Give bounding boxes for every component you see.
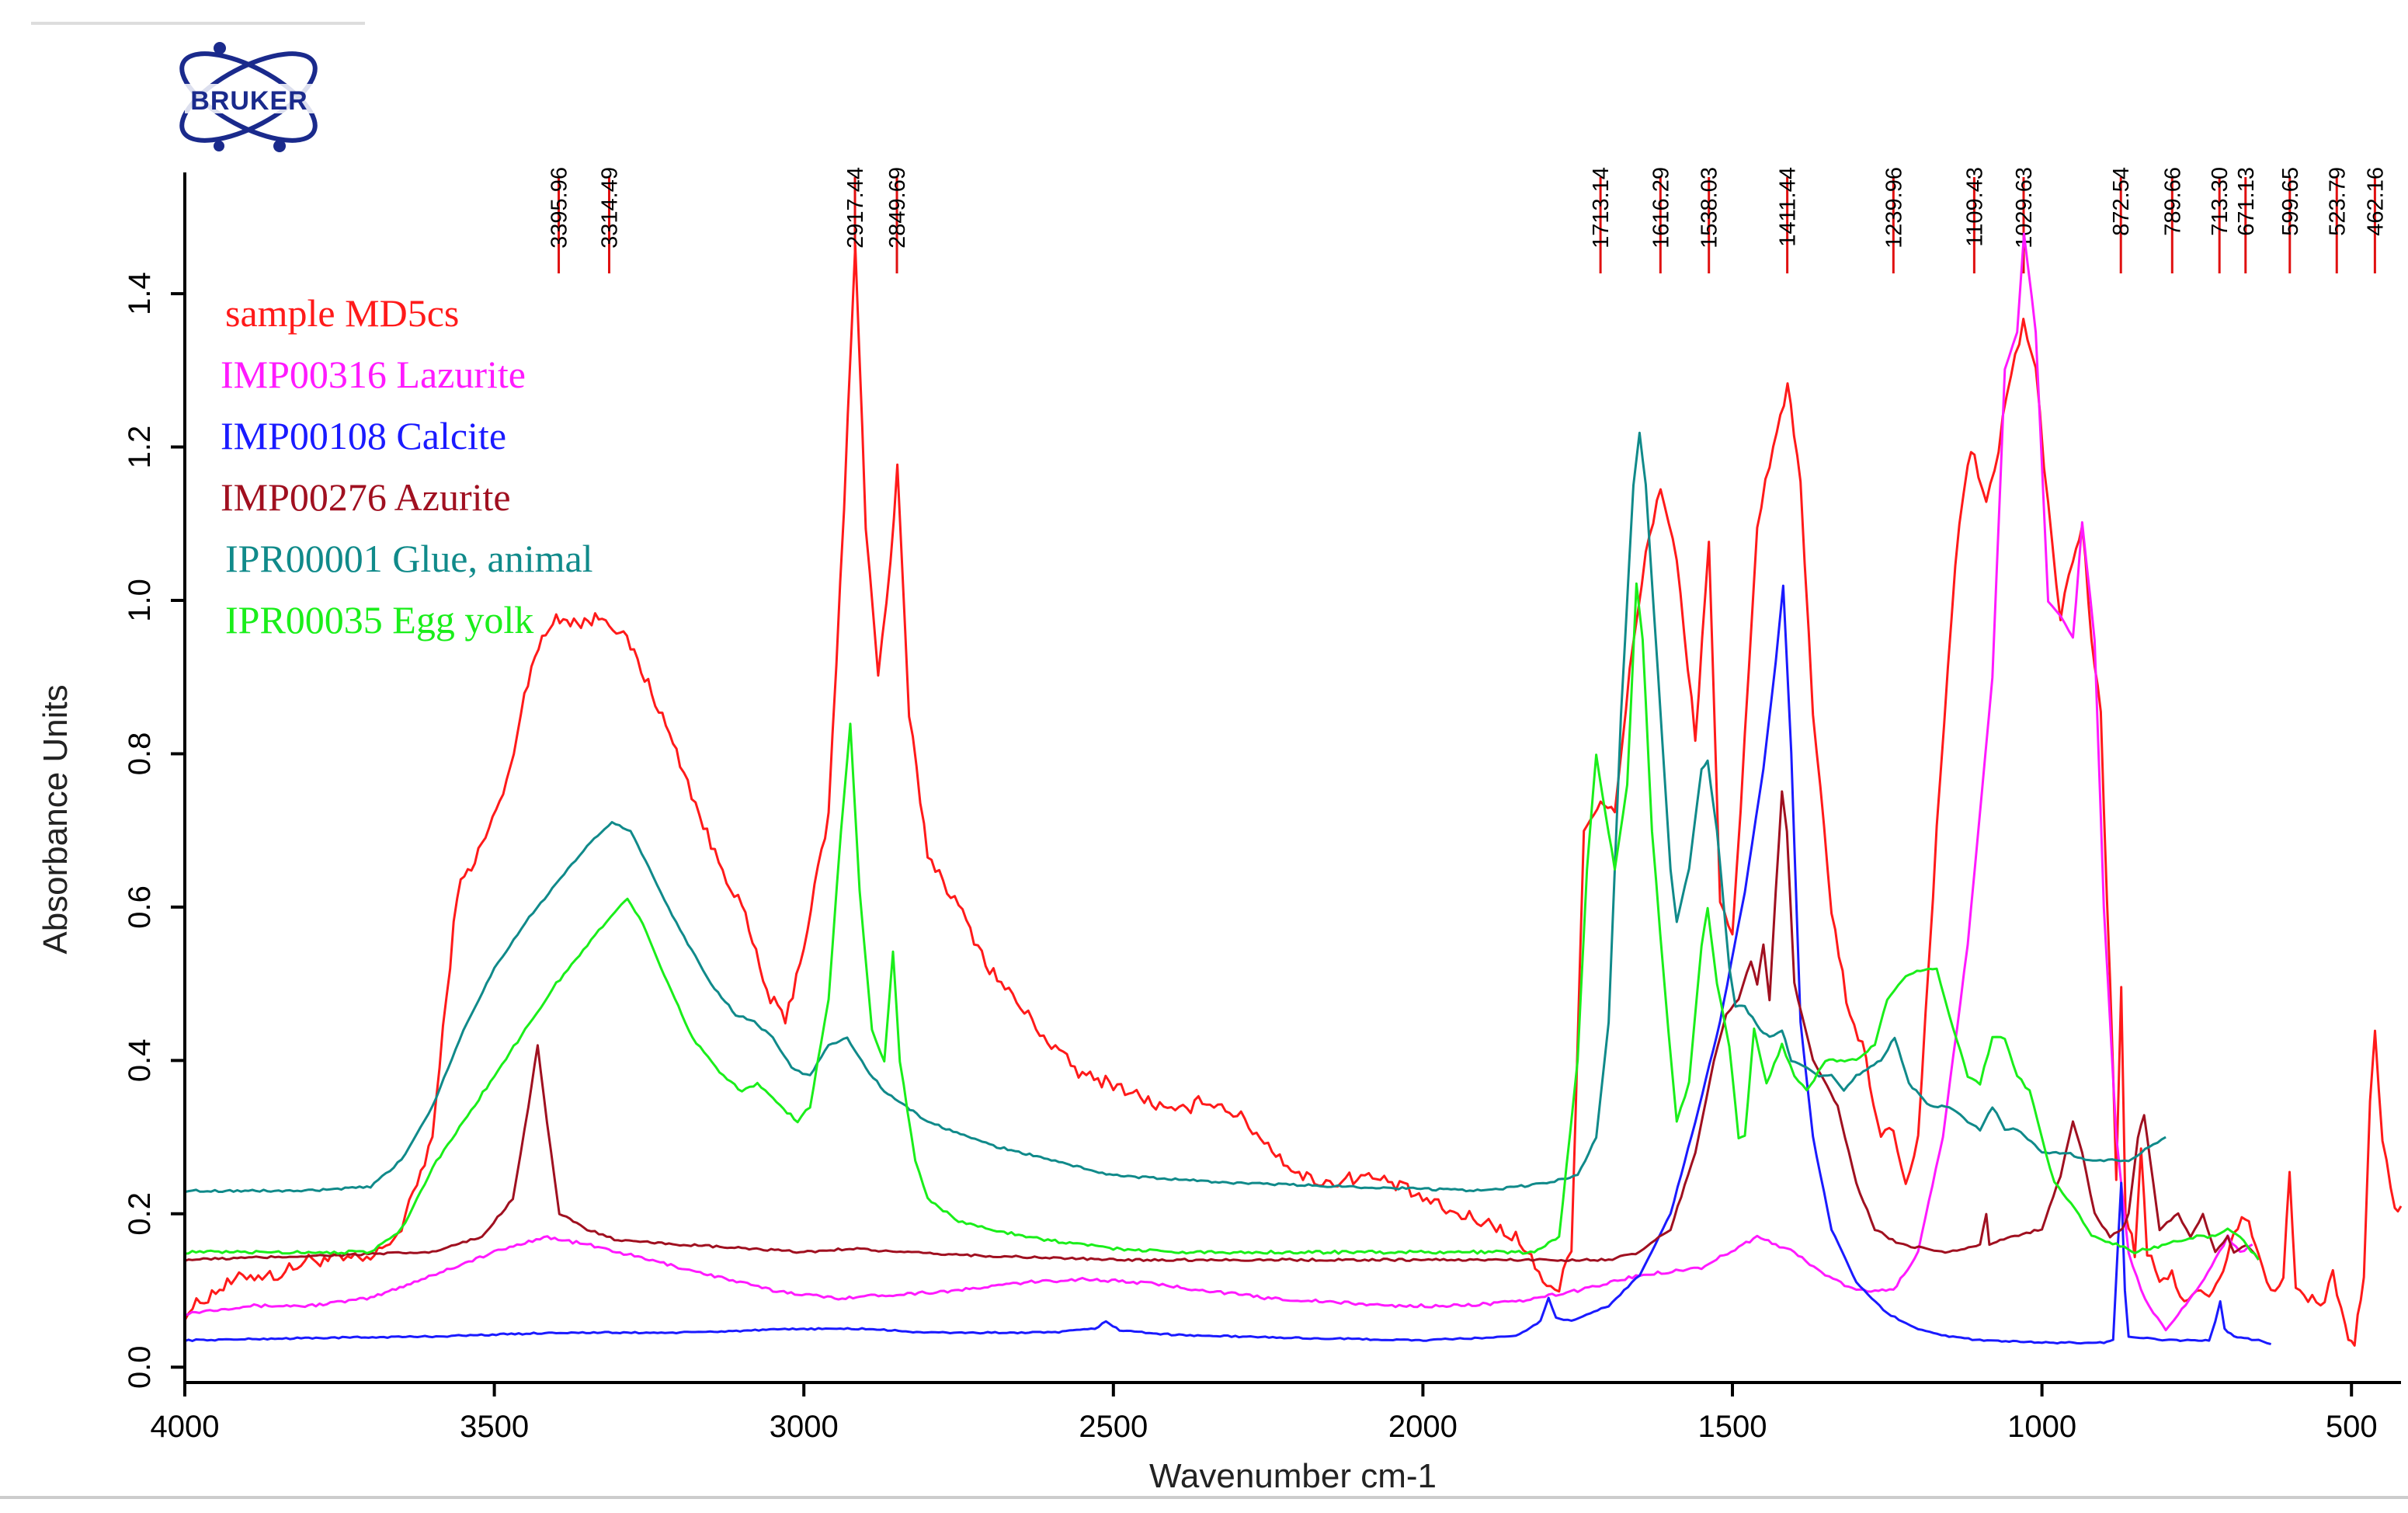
y-tick-label: 0.8	[123, 732, 157, 776]
peak-label: 3395.96	[547, 167, 572, 249]
legend: sample MD5cs IMP00316 Lazurite IMP00108 Ca…	[221, 291, 593, 642]
peak-label: 872.54	[2109, 167, 2134, 236]
logo-orbit-2	[179, 51, 318, 143]
series-line-4	[184, 431, 2167, 1194]
legend-entry: IPR00035 Egg yolk	[225, 598, 533, 642]
y-tick-label: 0.4	[123, 1039, 157, 1083]
legend-entry: IPR00001 Glue, animal	[225, 537, 593, 580]
peak-label: 1538.03	[1697, 167, 1722, 249]
y-tick-label: 0.6	[123, 885, 157, 929]
peak-label: 713.30	[2208, 167, 2233, 236]
peak-label: 1713.14	[1589, 167, 1614, 249]
legend-entry: sample MD5cs	[225, 291, 459, 335]
x-tick-label: 4000	[151, 1410, 220, 1444]
x-tick-label: 500	[2326, 1410, 2378, 1444]
logo-atom-1	[214, 42, 226, 54]
x-tick-label: 1000	[2007, 1410, 2076, 1444]
x-tick-label: 3500	[460, 1410, 529, 1444]
logo-text: BRUKER	[190, 86, 308, 116]
peak-label: 1109.43	[1962, 167, 1987, 247]
series-line-2	[184, 584, 2271, 1346]
x-tick-label: 2000	[1388, 1410, 1458, 1444]
legend-entry: IMP00276 Azurite	[221, 475, 511, 519]
series-line-1	[184, 232, 2253, 1332]
peak-markers: 3395.96 3314.49 2917.44 2849.69 1713.14 1616.…	[547, 167, 2388, 273]
y-tick-label: 1.2	[123, 426, 157, 469]
logo-atom-2	[273, 140, 286, 152]
peak-label: 671.13	[2234, 167, 2259, 236]
logo-orbit-1	[179, 51, 318, 143]
axes: 4000 3500 3000 2500 2000 1500 1000 500 0.0 0.2 0.4…	[36, 172, 2401, 1495]
peak-label: 3314.49	[597, 167, 622, 249]
y-axis-title: Absorbance Units	[36, 684, 75, 954]
series-line-5	[184, 582, 2260, 1261]
peak-label: 1239.96	[1882, 167, 1906, 249]
y-tick-label: 0.2	[123, 1192, 157, 1236]
peak-label: 462.16	[2363, 167, 2388, 236]
x-tick-label: 2500	[1079, 1410, 1148, 1444]
x-tick-label: 3000	[770, 1410, 839, 1444]
x-tick-label: 1500	[1698, 1410, 1767, 1444]
x-axis-title: Wavenumber cm-1	[1149, 1457, 1437, 1495]
y-tick-label: 1.0	[123, 579, 157, 622]
series-line-3	[184, 790, 2260, 1262]
peak-label: 2849.69	[885, 167, 910, 249]
legend-entry: IMP00108 Calcite	[221, 414, 506, 457]
peak-label: 1616.29	[1649, 167, 1673, 249]
peak-label: 2917.44	[843, 167, 868, 249]
series-line-0	[183, 243, 2403, 1347]
legend-entry: IMP00316 Lazurite	[221, 353, 526, 396]
y-tick-label: 0.0	[123, 1345, 157, 1389]
peak-label: 789.66	[2160, 167, 2185, 236]
peak-label: 1411.44	[1776, 167, 1801, 247]
peak-label: 599.65	[2278, 167, 2303, 236]
bruker-logo: BRUKER	[179, 42, 318, 152]
series-layer	[183, 232, 2403, 1347]
logo-atom-3	[214, 141, 224, 151]
peak-label: 523.79	[2325, 167, 2350, 236]
y-tick-label: 1.4	[123, 272, 157, 315]
